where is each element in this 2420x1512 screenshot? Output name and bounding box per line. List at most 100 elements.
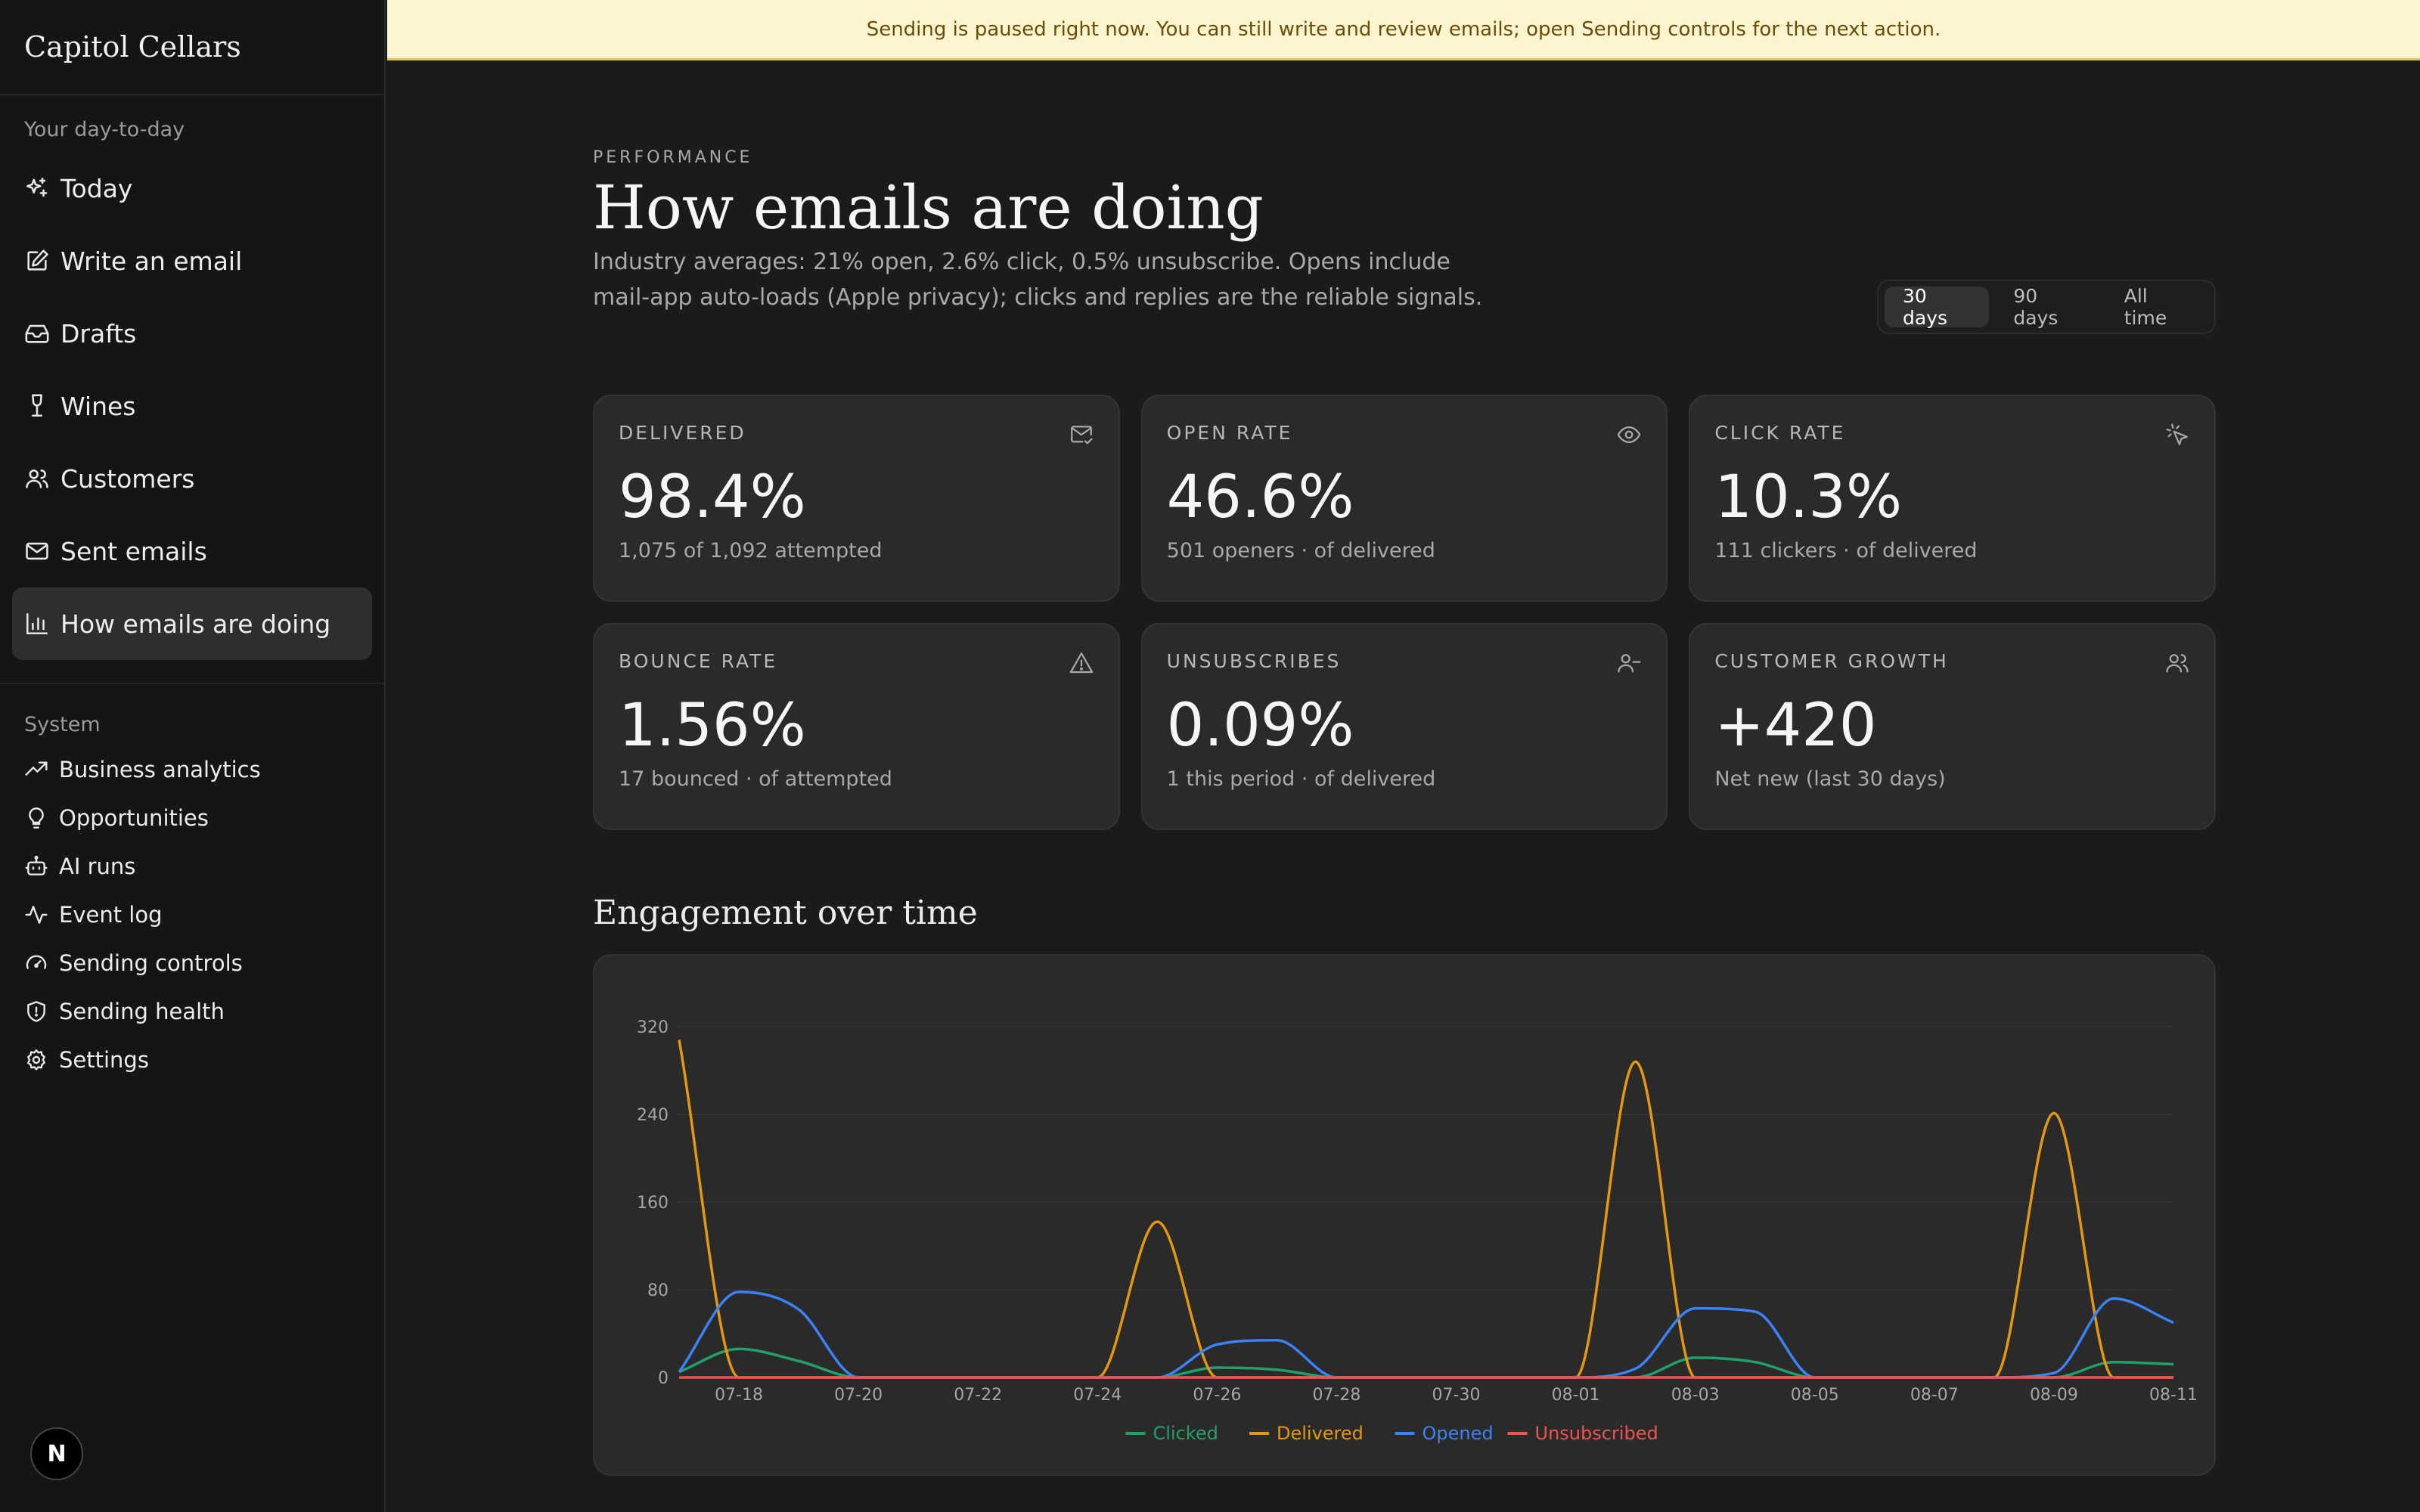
legend-label[interactable]: Unsubscribed: [1535, 1423, 1658, 1444]
sidebar-item-label: Sending controls: [59, 950, 243, 976]
metric-card-customer-growth: CUSTOMER GROWTH +420 Net new (last 30 da…: [1689, 623, 2216, 830]
metric-value: 10.3%: [1714, 463, 1903, 531]
time-range-toggle: 30 days 90 days All time: [1877, 280, 2216, 334]
sidebar-item-label: Sent emails: [60, 536, 207, 566]
metric-subtext: 17 bounced · of attempted: [619, 767, 892, 791]
x-tick-label: 08-05: [1791, 1386, 1839, 1405]
x-tick-label: 08-07: [1910, 1386, 1959, 1405]
x-tick-label: 07-26: [1193, 1386, 1241, 1405]
sidebar-section-label-main: Your day-to-day: [24, 118, 185, 141]
sidebar-item-ai-runs[interactable]: AI runs: [12, 842, 372, 891]
sidebar-item-label: Write an email: [60, 246, 243, 276]
x-tick-label: 07-18: [715, 1386, 763, 1405]
series-line-clicked: [678, 1347, 2174, 1379]
activity-icon: [25, 906, 48, 924]
metric-subtext: 1 this period · of delivered: [1166, 767, 1436, 791]
metrics-grid: DELIVERED 98.4% 1,075 of 1,092 attempted…: [593, 395, 2216, 830]
x-tick-label: 07-28: [1312, 1386, 1360, 1405]
page-subtitle: Industry averages: 21% open, 2.6% click,…: [593, 249, 1483, 311]
sidebar-item-label: Wines: [60, 391, 136, 421]
x-tick-label: 07-30: [1432, 1386, 1481, 1405]
sidebar-item-sending-health[interactable]: Sending health: [12, 987, 372, 1036]
brand-logo[interactable]: Capitol Cellars: [0, 0, 384, 95]
pencil-square-icon: [27, 249, 48, 271]
sidebar-item-wines[interactable]: Wines: [12, 370, 372, 442]
app-badge[interactable]: N: [30, 1427, 83, 1480]
sidebar-item-today[interactable]: Today: [12, 152, 372, 225]
metric-value: 1.56%: [619, 692, 806, 760]
x-tick-label: 08-01: [1552, 1386, 1600, 1405]
metric-value: 98.4%: [619, 463, 806, 531]
series-line-opened: [678, 1290, 2174, 1379]
legend-label[interactable]: Delivered: [1277, 1423, 1364, 1444]
cursor-click-icon: [2166, 423, 2188, 445]
y-tick-label: 0: [658, 1369, 669, 1388]
range-option-30-days[interactable]: 30 days: [1885, 285, 1990, 329]
metric-subtext: 1,075 of 1,092 attempted: [619, 539, 883, 562]
sidebar-item-label: Customers: [60, 463, 195, 494]
metric-label: CLICK RATE: [1714, 422, 1846, 444]
sidebar-item-label: AI runs: [59, 854, 136, 879]
sidebar-divider: [0, 683, 384, 684]
mail-icon: [26, 542, 48, 560]
metric-value: 0.09%: [1166, 692, 1354, 760]
metric-card-open-rate: OPEN RATE 46.6% 501 openers · of deliver…: [1140, 395, 1668, 602]
sidebar-item-opportunities[interactable]: Opportunities: [12, 794, 372, 842]
series-line-delivered: [678, 1040, 2173, 1379]
x-tick-label: 07-22: [954, 1386, 1002, 1405]
users-icon: [26, 469, 48, 488]
sidebar-item-drafts[interactable]: Drafts: [12, 297, 372, 370]
metric-value: +420: [1714, 692, 1877, 760]
sidebar-section-label-system: System: [24, 713, 101, 736]
page-eyebrow: PERFORMANCE: [593, 148, 753, 167]
sidebar: Capitol Cellars Your day-to-day Today Wr…: [0, 0, 386, 1512]
user-minus-icon: [1618, 654, 1641, 673]
sparkle-icon: [26, 177, 48, 197]
sidebar-item-label: Sending health: [59, 999, 225, 1024]
main-content: PERFORMANCE How emails are doing Industr…: [593, 148, 2216, 1476]
x-tick-label: 07-24: [1073, 1386, 1122, 1405]
range-option-90-days[interactable]: 90 days: [2013, 285, 2059, 329]
warning-icon: [1069, 652, 1093, 674]
metric-card-click-rate: CLICK RATE 10.3% 111 clickers · of deliv…: [1689, 395, 2216, 602]
metric-card-unsubscribes: UNSUBSCRIBES 0.09% 1 this period · of de…: [1140, 623, 1668, 830]
legend-label[interactable]: Clicked: [1153, 1423, 1218, 1444]
sidebar-item-label: Today: [60, 173, 133, 203]
eye-icon: [1618, 426, 1641, 444]
users-icon: [2166, 654, 2189, 673]
legend-label[interactable]: Opened: [1423, 1423, 1494, 1444]
engagement-chart: 0 80 160 240 320 07-18 07-20 07-22 07-24 07-26 07-…: [637, 1018, 2198, 1444]
status-banner: Sending is paused right now. You can sti…: [387, 0, 2420, 60]
sidebar-item-event-log[interactable]: Event log: [12, 891, 372, 939]
page-title: How emails are doing: [593, 172, 1264, 243]
sidebar-item-sending-controls[interactable]: Sending controls: [12, 939, 372, 987]
gear-icon: [27, 1049, 45, 1070]
shield-icon: [27, 1001, 45, 1022]
range-option-all-time[interactable]: All time: [2124, 285, 2167, 329]
sidebar-item-business-analytics[interactable]: Business analytics: [12, 745, 372, 794]
wine-glass-icon: [32, 394, 42, 417]
bar-chart-icon: [26, 612, 48, 635]
mail-check-icon: [1070, 426, 1093, 445]
trending-up-icon: [25, 761, 48, 776]
metric-card-bounce-rate: BOUNCE RATE 1.56% 17 bounced · of attemp…: [593, 623, 1120, 830]
sidebar-item-label: Settings: [59, 1047, 149, 1073]
sidebar-item-label: Business analytics: [59, 757, 261, 782]
sidebar-item-sent-emails[interactable]: Sent emails: [12, 515, 372, 587]
y-tick-label: 160: [637, 1194, 669, 1213]
x-tick-label: 07-20: [834, 1386, 883, 1405]
metric-subtext: 501 openers · of delivered: [1166, 539, 1435, 562]
sidebar-item-customers[interactable]: Customers: [12, 442, 372, 515]
chart-title: Engagement over time: [593, 894, 978, 932]
sidebar-item-label: Event log: [59, 902, 163, 928]
bot-icon: [25, 855, 48, 875]
sidebar-item-how-emails-are-doing[interactable]: How emails are doing: [12, 587, 372, 660]
sidebar-item-write-email[interactable]: Write an email: [12, 225, 372, 297]
metric-label: CUSTOMER GROWTH: [1714, 650, 1949, 672]
x-tick-label: 08-03: [1671, 1386, 1720, 1405]
y-tick-label: 240: [637, 1106, 669, 1125]
metric-label: UNSUBSCRIBES: [1166, 650, 1342, 672]
x-tick-label: 08-09: [2030, 1386, 2078, 1405]
x-tick-label: 08-11: [2149, 1386, 2198, 1405]
sidebar-item-settings[interactable]: Settings: [12, 1036, 372, 1084]
